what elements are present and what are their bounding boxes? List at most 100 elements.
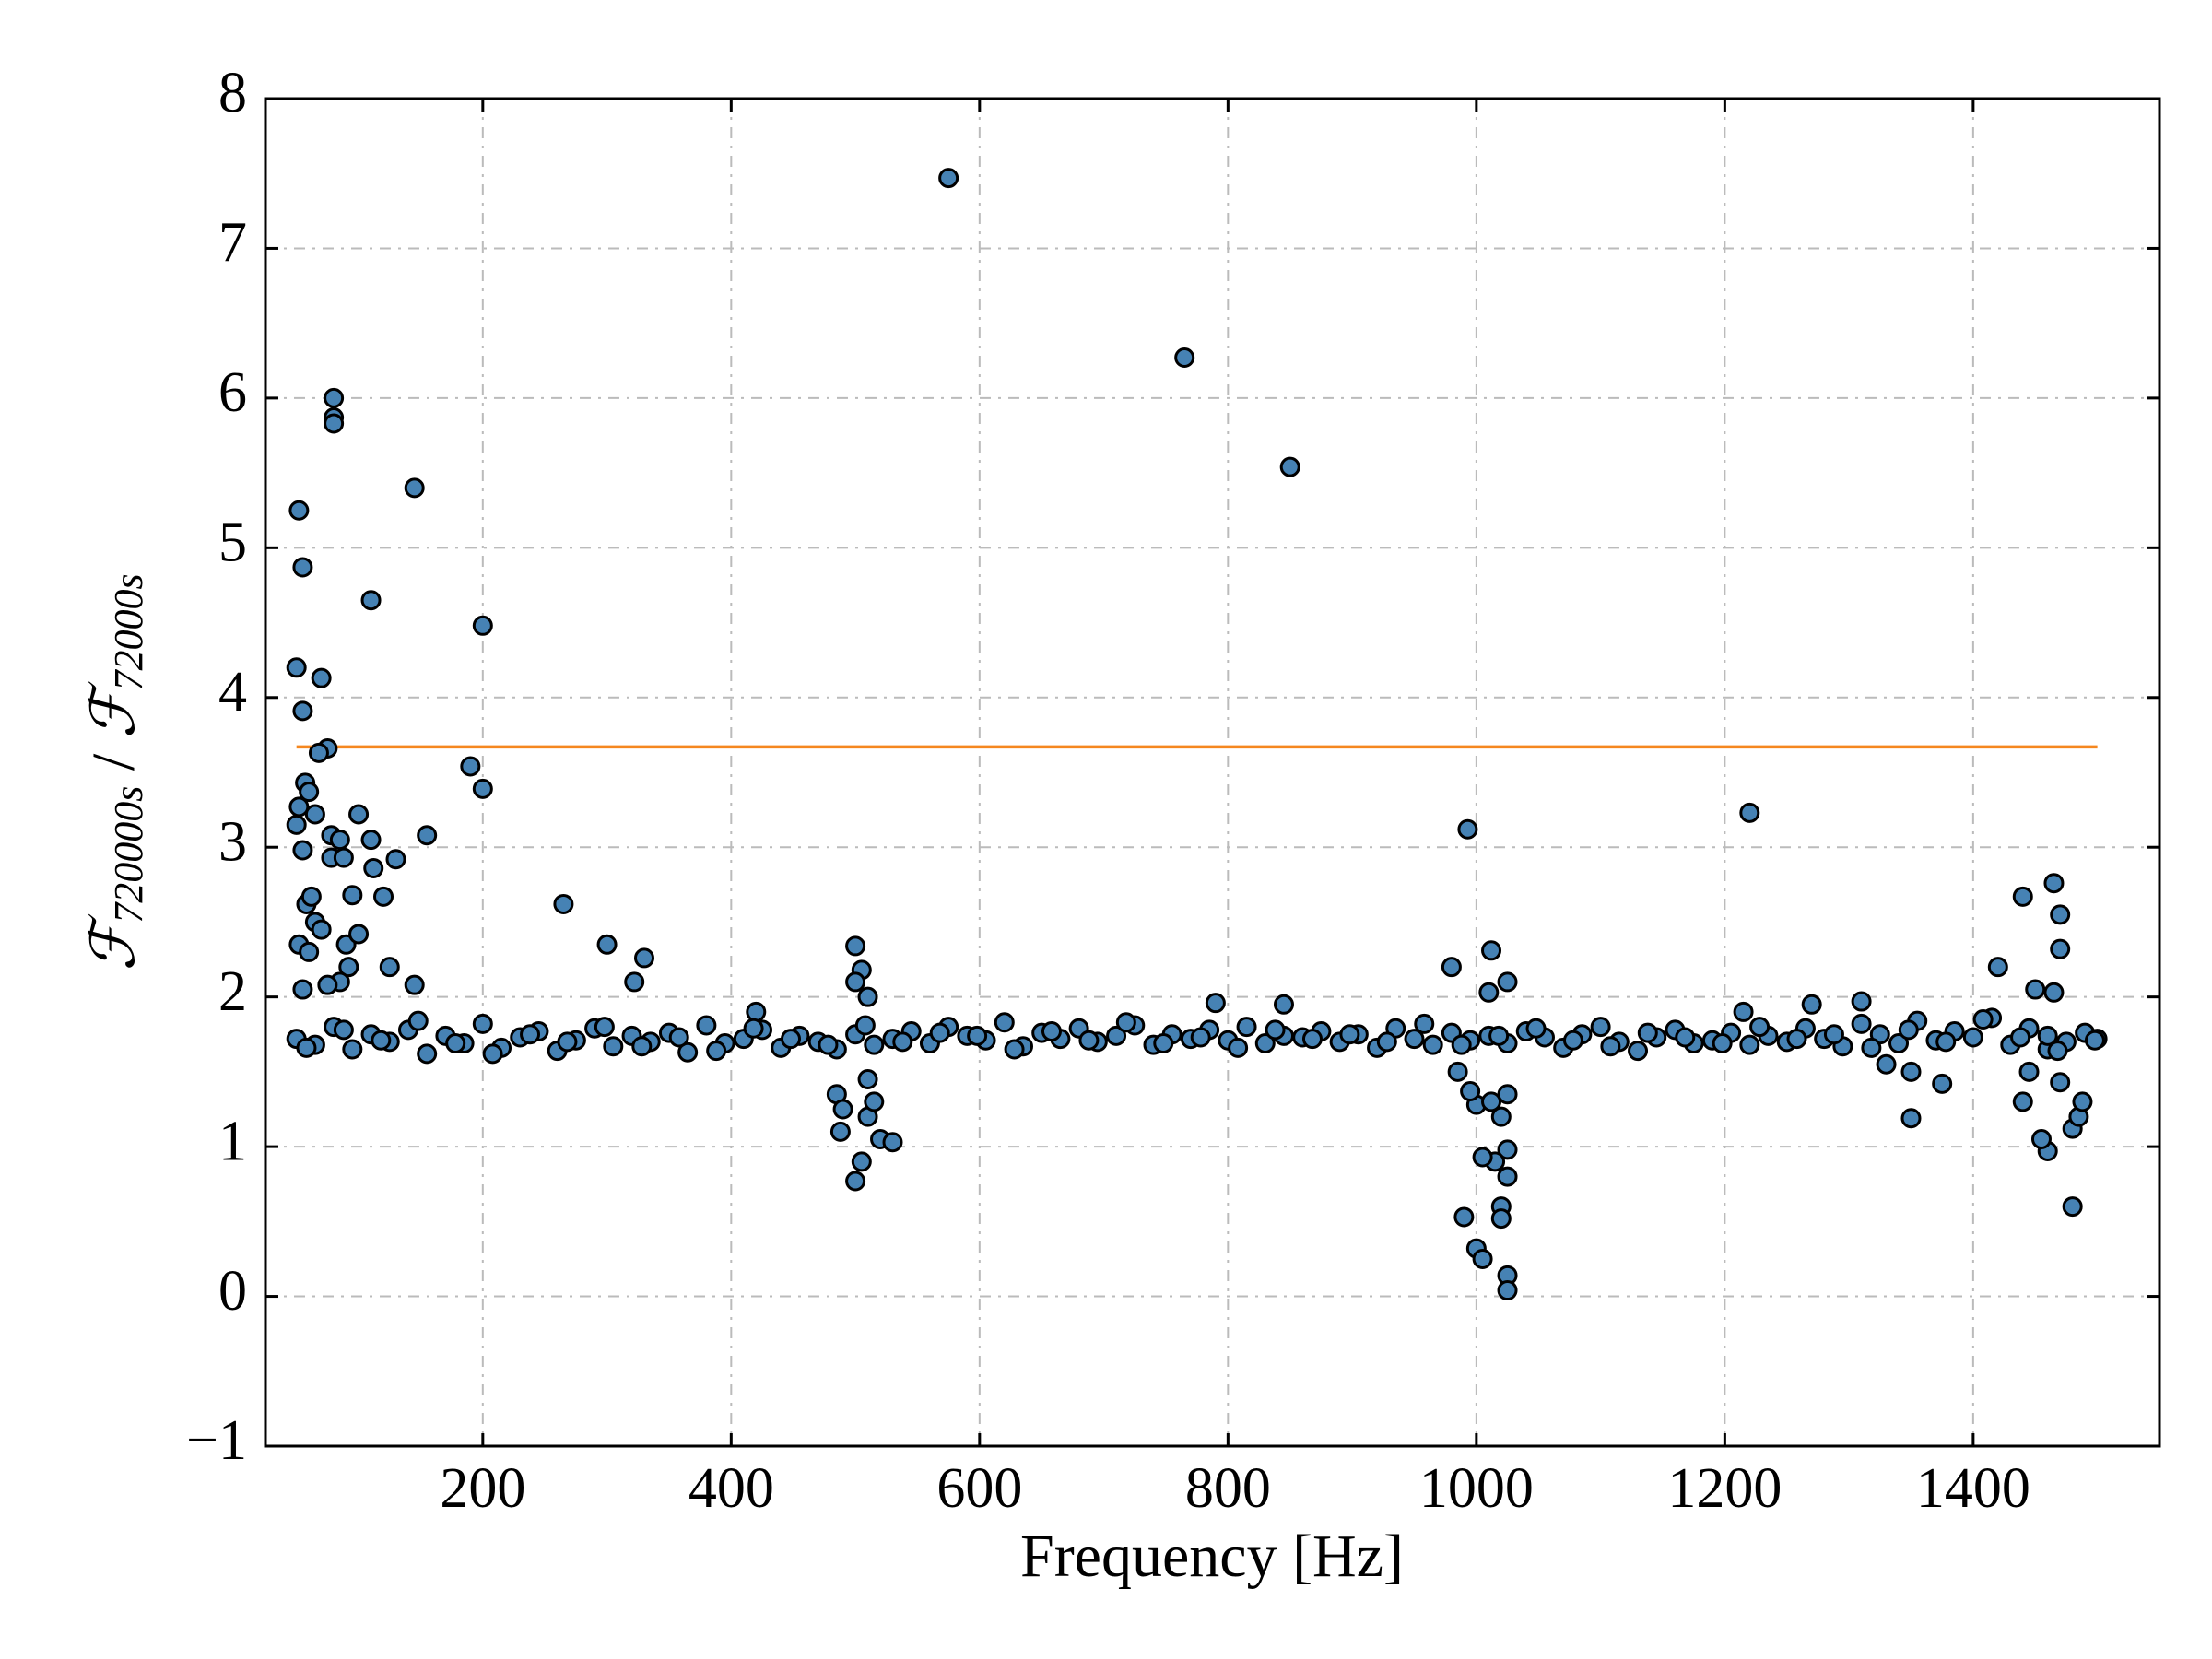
- point: [1004, 1039, 1025, 1060]
- point: [1637, 1022, 1658, 1043]
- point: [832, 1099, 853, 1120]
- point: [417, 825, 438, 846]
- point: [1190, 1027, 1211, 1048]
- point: [1414, 1013, 1435, 1034]
- point: [288, 500, 310, 521]
- point: [1562, 1030, 1583, 1051]
- x-tick-label: 200: [440, 1457, 525, 1520]
- point: [1497, 1280, 1518, 1301]
- y-tick-label: 7: [218, 212, 247, 275]
- marks: [286, 168, 2108, 1301]
- y-tick-label: 3: [218, 810, 247, 873]
- point: [845, 1171, 866, 1192]
- point: [1861, 1037, 1882, 1058]
- point: [404, 477, 425, 499]
- point: [299, 782, 320, 803]
- point: [994, 1012, 1015, 1033]
- point: [882, 1132, 903, 1153]
- point: [1457, 818, 1478, 840]
- y-tick-label: 6: [218, 361, 247, 424]
- point: [2043, 873, 2065, 894]
- point: [460, 756, 481, 777]
- point: [864, 1034, 885, 1055]
- point: [818, 1034, 839, 1055]
- y-tick-label: 0: [218, 1260, 247, 1323]
- ticks: 200 400 600 800 1000 1200 1400 −1 0 1 2 3 4 5 6 7 8: [186, 62, 2159, 1520]
- y-label-subscript: 72000s: [106, 573, 151, 690]
- point: [300, 886, 322, 907]
- point: [2025, 979, 2046, 1000]
- point: [1739, 802, 1760, 823]
- point: [864, 1091, 885, 1112]
- point: [404, 974, 425, 995]
- point: [338, 957, 359, 978]
- point: [342, 1039, 363, 1060]
- point: [342, 885, 363, 906]
- point: [2012, 886, 2033, 907]
- point: [304, 804, 325, 825]
- point: [296, 1037, 317, 1058]
- point: [2084, 1030, 2105, 1051]
- point: [1490, 1208, 1512, 1230]
- point: [288, 796, 310, 818]
- y-tick-label: 1: [218, 1110, 247, 1172]
- y-tick-label: 8: [218, 62, 247, 124]
- point: [1962, 1027, 1983, 1048]
- point: [1404, 1029, 1425, 1050]
- point: [1228, 1037, 1249, 1058]
- point: [631, 1036, 653, 1057]
- point: [445, 1033, 466, 1054]
- point: [2050, 1072, 2071, 1093]
- point: [1590, 1017, 1611, 1038]
- point: [1174, 347, 1195, 369]
- point: [1451, 1034, 1472, 1055]
- y-tick-label: 4: [218, 661, 247, 724]
- point: [596, 934, 618, 955]
- x-tick-label: 1200: [1667, 1457, 1782, 1520]
- point: [1301, 1029, 1323, 1050]
- point: [311, 919, 332, 940]
- point: [1497, 1084, 1518, 1105]
- point: [1422, 1034, 1443, 1055]
- point: [557, 1031, 578, 1053]
- point: [2050, 938, 2071, 959]
- x-tick-label: 400: [688, 1457, 774, 1520]
- point: [1823, 1024, 1844, 1045]
- point: [1376, 1031, 1397, 1053]
- point: [292, 700, 313, 722]
- point: [1749, 1017, 1771, 1038]
- point: [363, 857, 384, 878]
- point: [2018, 1061, 2040, 1082]
- point: [1078, 1030, 1100, 1051]
- point: [929, 1022, 950, 1043]
- point: [292, 840, 313, 861]
- point: [1851, 991, 1872, 1012]
- point: [1481, 1091, 1502, 1112]
- point: [1786, 1029, 1807, 1050]
- point: [677, 1041, 699, 1063]
- point: [1936, 1031, 1957, 1053]
- point: [324, 387, 345, 408]
- point: [1900, 1108, 1922, 1129]
- point: [1675, 1027, 1696, 1048]
- point: [1472, 1248, 1493, 1269]
- point: [520, 1024, 541, 1045]
- x-tick-label: 1000: [1419, 1457, 1534, 1520]
- x-axis-label: Frequency [Hz]: [1020, 1523, 1404, 1590]
- point: [286, 657, 307, 678]
- point: [2047, 1041, 2068, 1062]
- point: [706, 1041, 727, 1062]
- point: [1265, 1019, 1286, 1041]
- y-axis-label: ℱ720000s / ℱ72000s: [80, 573, 151, 971]
- point: [1898, 1019, 1919, 1041]
- point: [1497, 1166, 1518, 1187]
- point: [1153, 1033, 1174, 1054]
- point: [781, 1029, 802, 1050]
- point: [1453, 1206, 1475, 1228]
- x-tick-label: 800: [1185, 1457, 1271, 1520]
- x-tick-label: 1400: [1916, 1457, 2030, 1520]
- point: [472, 778, 493, 799]
- point: [1972, 1009, 1994, 1030]
- point: [1490, 1106, 1512, 1127]
